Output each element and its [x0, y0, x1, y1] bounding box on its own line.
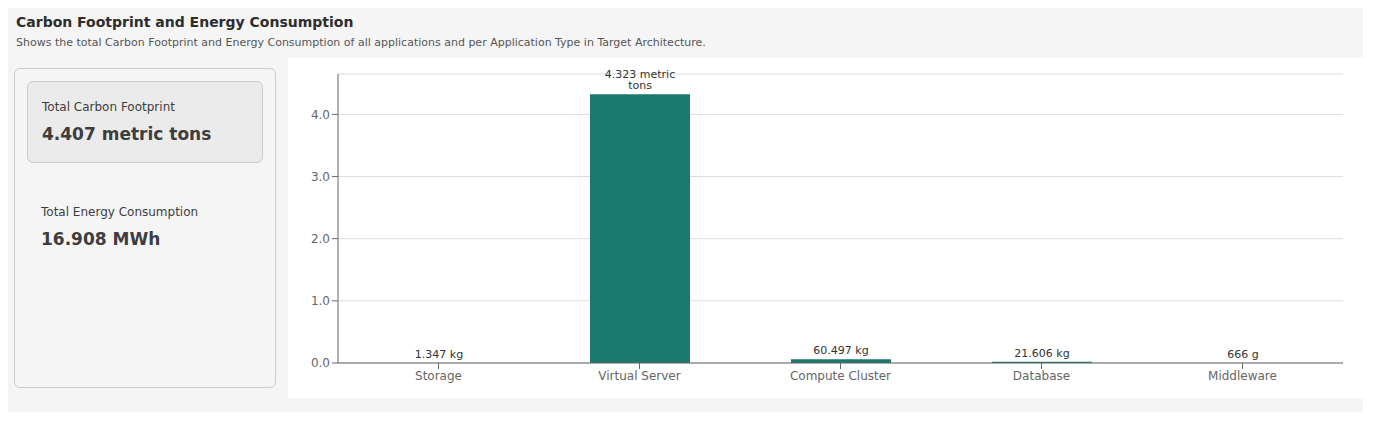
svg-text:0.0: 0.0	[311, 356, 330, 370]
svg-text:3.0: 3.0	[311, 170, 330, 184]
svg-text:4.0: 4.0	[311, 108, 330, 122]
svg-text:1.347 kg: 1.347 kg	[415, 348, 463, 361]
svg-text:Virtual Server: Virtual Server	[598, 369, 680, 383]
html-text:Total Energy Consumption: Total Energy Consumption	[41, 205, 199, 219]
html-text:Carbon Footprint and Energy Co: Carbon Footprint and Energy Consumption	[16, 14, 354, 30]
svg-text:4.323 metrictons: 4.323 metrictons	[605, 68, 675, 92]
html-text:Total Carbon Footprint: Total Carbon Footprint	[42, 100, 175, 114]
svg-text:1.0: 1.0	[311, 294, 330, 308]
svg-text:Database: Database	[1013, 369, 1070, 383]
svg-text:2.0: 2.0	[311, 232, 330, 246]
svg-text:Compute Cluster: Compute Cluster	[790, 369, 891, 383]
html-text:Shows the total Carbon Footpri: Shows the total Carbon Footprint and Ene…	[16, 36, 706, 49]
svg-text:21.606 kg: 21.606 kg	[1014, 347, 1069, 360]
svg-text:666 g: 666 g	[1227, 348, 1258, 361]
svg-text:Storage: Storage	[415, 369, 462, 383]
svg-text:Middleware: Middleware	[1208, 369, 1277, 383]
svg-text:60.497 kg: 60.497 kg	[813, 344, 868, 357]
html-text:4.407 metric tons: 4.407 metric tons	[42, 124, 212, 144]
html-text:16.908 MWh: 16.908 MWh	[41, 229, 161, 249]
